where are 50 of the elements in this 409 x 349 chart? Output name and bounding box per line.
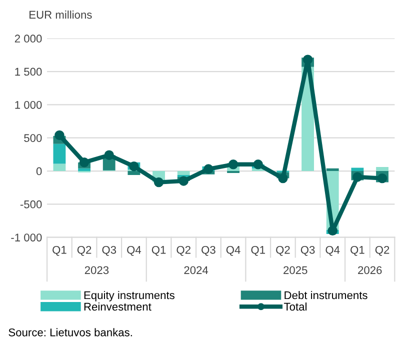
point <box>253 160 263 170</box>
y-axis-title: EUR millions <box>30 10 92 19</box>
point <box>204 164 214 174</box>
x-tick-label: Q4 <box>127 246 142 256</box>
point <box>228 160 238 170</box>
x-tick-label: Q4 <box>326 246 340 256</box>
y-tick-label: 0 <box>36 167 42 176</box>
point <box>178 176 188 186</box>
legend-label: Equity instruments <box>84 291 174 302</box>
x-tick-label: Q3 <box>102 246 116 256</box>
bar <box>326 168 339 172</box>
x-tick-label: Q1 <box>52 246 66 256</box>
x-tick-label: Q3 <box>202 246 216 256</box>
x-tick-label: Q2 <box>276 246 290 256</box>
x-tick-label: Q1 <box>152 246 166 256</box>
point <box>104 150 114 160</box>
bar <box>376 167 388 172</box>
legend-label: Total <box>284 302 306 311</box>
x-tick-label: Q4 <box>226 246 240 256</box>
bar <box>53 164 66 172</box>
bar <box>128 171 140 175</box>
y-tick-label: 2 000 <box>14 34 42 43</box>
x-tick-label: Q1 <box>350 246 364 256</box>
legend-label: Debt instruments <box>284 291 368 300</box>
x-tick-label: Q1 <box>251 246 265 256</box>
x-tick-label: Q2 <box>176 246 190 256</box>
point <box>328 226 338 236</box>
point <box>154 177 164 188</box>
legend-label: Reinvestment <box>84 302 152 311</box>
y-tick-label: 1 000 <box>15 100 42 109</box>
text: 2025 <box>284 266 308 274</box>
bar <box>53 144 66 164</box>
x-tick-label: Q2 <box>375 246 390 256</box>
point <box>54 130 64 140</box>
point <box>79 158 90 168</box>
point <box>302 54 313 64</box>
bar <box>78 168 90 172</box>
x-tick-label: Q3 <box>300 246 315 256</box>
y-tick-label: 500 <box>24 134 42 142</box>
bar <box>351 168 364 172</box>
source-note: Source: Lietuvos bankas. <box>8 328 132 336</box>
y-tick-label: -1 000 <box>11 234 42 242</box>
y-tick-label: -500 <box>20 200 42 208</box>
text: 2023 <box>84 266 109 274</box>
text: 2024 <box>184 266 208 274</box>
x-tick-label: Q2 <box>77 246 92 256</box>
point <box>278 173 288 184</box>
text: 2026 <box>358 266 382 274</box>
bar <box>177 171 190 175</box>
y-tick-label: 1 500 <box>15 68 42 76</box>
